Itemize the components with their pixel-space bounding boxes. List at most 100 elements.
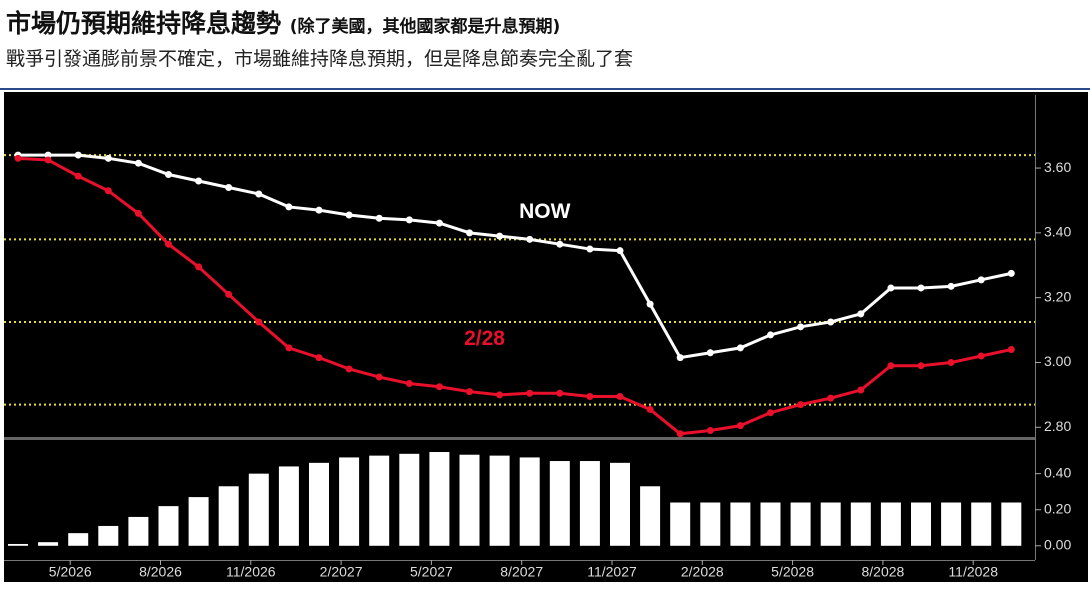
point bbox=[887, 362, 895, 370]
point bbox=[586, 392, 594, 400]
bar bbox=[579, 461, 600, 546]
point bbox=[405, 216, 413, 224]
point bbox=[255, 190, 263, 198]
point bbox=[435, 383, 443, 391]
point bbox=[195, 263, 203, 271]
bar bbox=[880, 502, 901, 546]
point bbox=[706, 427, 714, 435]
point bbox=[345, 365, 353, 373]
title: 市場仍預期維持降息趨勢 (除了美國，其他國家都是升息預期) bbox=[6, 4, 633, 40]
series-line bbox=[17, 156, 1012, 436]
point bbox=[857, 386, 865, 394]
bar bbox=[1001, 502, 1022, 546]
y-tick-label: 3.20 bbox=[1044, 288, 1071, 304]
point bbox=[556, 240, 564, 248]
bar bbox=[549, 461, 570, 546]
bar bbox=[760, 502, 781, 546]
bar bbox=[459, 454, 480, 546]
point bbox=[736, 344, 744, 352]
title-main: 市場仍預期維持降息趨勢 bbox=[6, 9, 282, 38]
y-tick-label: 3.40 bbox=[1044, 224, 1071, 240]
point bbox=[74, 151, 82, 159]
bar bbox=[38, 542, 59, 546]
point bbox=[736, 422, 744, 430]
bar bbox=[309, 462, 329, 546]
bar bbox=[610, 462, 630, 546]
bar bbox=[68, 533, 89, 546]
series-line bbox=[18, 153, 1012, 360]
subtitle: 戰爭引發通膨前景不確定，市場雖維持降息預期，但是降息節奏完全亂了套 bbox=[6, 48, 634, 70]
bar bbox=[941, 502, 962, 546]
point bbox=[466, 229, 473, 237]
point bbox=[44, 151, 52, 159]
bar bbox=[188, 497, 209, 546]
point bbox=[616, 392, 624, 400]
x-tick-label: 2/2027 bbox=[320, 564, 363, 580]
point bbox=[827, 394, 835, 402]
x-tick-label: 8/2028 bbox=[861, 564, 904, 580]
bar bbox=[820, 502, 841, 546]
x-tick-label: 11/2027 bbox=[587, 564, 637, 580]
point bbox=[646, 300, 654, 308]
bar bbox=[971, 502, 992, 546]
bar bbox=[339, 457, 360, 546]
header-rule bbox=[0, 88, 1090, 90]
x-tick-label: 11/2028 bbox=[948, 564, 998, 580]
point bbox=[556, 389, 564, 397]
x-tick-label: 8/2026 bbox=[139, 564, 182, 580]
point bbox=[315, 206, 323, 214]
point bbox=[526, 235, 534, 243]
y-tick-label: 2.80 bbox=[1044, 418, 1071, 434]
chart-background bbox=[4, 92, 1088, 582]
point bbox=[827, 318, 835, 326]
bar bbox=[489, 455, 510, 546]
y-tick-label: 3.00 bbox=[1044, 353, 1071, 369]
y-tick-label: 3.60 bbox=[1044, 159, 1071, 175]
point bbox=[1007, 346, 1015, 354]
point bbox=[1007, 269, 1015, 277]
point bbox=[676, 430, 684, 438]
point bbox=[466, 388, 473, 396]
point bbox=[616, 247, 624, 255]
point bbox=[496, 391, 504, 399]
x-tick-label: 5/2028 bbox=[771, 564, 814, 580]
point bbox=[165, 240, 172, 248]
point bbox=[977, 276, 985, 284]
y-tick-label: 0.40 bbox=[1044, 464, 1071, 480]
x-tick-label: 5/2027 bbox=[410, 564, 453, 580]
bar bbox=[369, 455, 390, 546]
x-tick-label: 2/2028 bbox=[681, 564, 724, 580]
bar bbox=[730, 502, 751, 546]
bar bbox=[128, 516, 149, 546]
point bbox=[767, 409, 774, 417]
point bbox=[646, 405, 654, 413]
bar bbox=[218, 486, 239, 546]
y-tick-label: 0.20 bbox=[1044, 500, 1071, 516]
point bbox=[44, 156, 52, 164]
point bbox=[134, 159, 142, 167]
bar bbox=[158, 506, 179, 546]
point bbox=[526, 389, 534, 397]
header: 市場仍預期維持降息趨勢 (除了美國，其他國家都是升息預期) 戰爭引發通膨前景不確… bbox=[6, 4, 633, 71]
point bbox=[857, 310, 865, 318]
point bbox=[917, 362, 925, 370]
point bbox=[375, 373, 383, 381]
bar bbox=[248, 473, 269, 546]
bar bbox=[911, 502, 931, 546]
point bbox=[285, 344, 293, 352]
title-note: (除了美國，其他國家都是升息預期) bbox=[289, 17, 561, 37]
point bbox=[14, 154, 22, 162]
x-tick-label: 8/2027 bbox=[500, 564, 543, 580]
point bbox=[225, 183, 233, 191]
point bbox=[767, 331, 774, 339]
point bbox=[676, 354, 684, 362]
point bbox=[375, 214, 383, 222]
bar bbox=[670, 502, 691, 546]
point bbox=[104, 154, 112, 162]
bar bbox=[429, 452, 450, 546]
bar bbox=[399, 453, 420, 546]
point bbox=[496, 232, 504, 240]
point bbox=[586, 245, 594, 253]
point bbox=[405, 380, 413, 388]
